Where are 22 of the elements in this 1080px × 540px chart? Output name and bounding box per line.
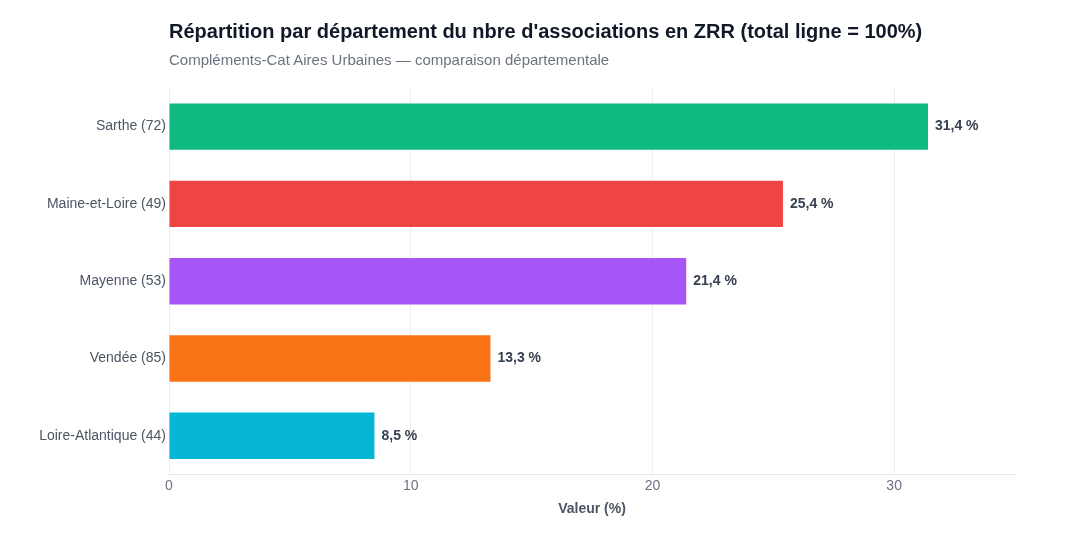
data-label: 21,4 % [693, 272, 738, 289]
data-label: 13,3 % [497, 349, 542, 366]
y-tick-label: Maine-et-Loire (49) [46, 194, 166, 211]
bar [169, 335, 491, 382]
bar [169, 412, 375, 459]
bar [169, 258, 687, 305]
data-label: 31,4 % [934, 117, 980, 134]
chart-title: Répartition par département du nbre d'associations en ZRR (total ligne = 100%) [169, 20, 923, 43]
y-tick-label: Loire-Atlantique (44) [39, 426, 166, 443]
x-tick-label: 30 [886, 476, 903, 493]
y-tick-label: Vendée (85) [89, 349, 166, 366]
chart-subtitle: Compléments-Cat Aires Urbaines — comparaison départementale [169, 51, 610, 68]
data-label: 25,4 % [789, 194, 835, 211]
x-tick-label: 20 [644, 476, 661, 493]
x-tick-label: 10 [402, 476, 419, 493]
x-tick-label: 0 [165, 476, 174, 493]
y-tick-label: Mayenne (53) [79, 272, 166, 289]
y-tick-label: Sarthe (72) [95, 117, 166, 134]
data-label: 8,5 % [381, 426, 418, 443]
x-axis-title: Valeur (%) [558, 500, 626, 517]
bar [169, 180, 783, 228]
bar [169, 103, 928, 150]
